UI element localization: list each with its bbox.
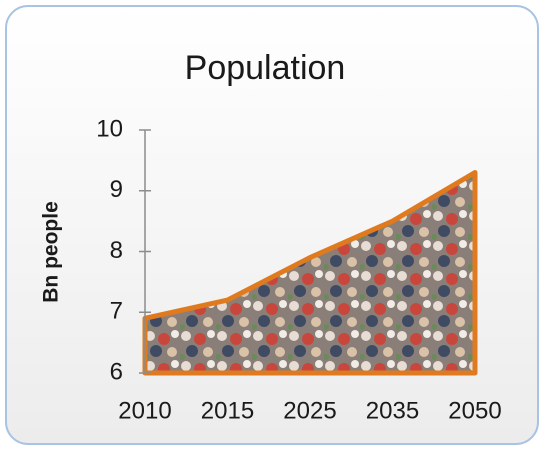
x-tick-label: 2010 <box>118 397 171 424</box>
y-axis-label: Bn people <box>40 201 63 303</box>
x-tick-label: 2015 <box>201 397 254 424</box>
y-tick-label: 9 <box>110 176 123 203</box>
chart-title: Population <box>185 49 346 87</box>
y-tick-label: 10 <box>96 115 123 142</box>
y-tick-label: 6 <box>110 358 123 385</box>
y-tick-label: 7 <box>110 298 123 325</box>
x-tick-label: 2050 <box>448 397 501 424</box>
y-tick-label: 8 <box>110 237 123 264</box>
x-tick-label: 2025 <box>283 397 336 424</box>
x-tick-label: 2035 <box>366 397 419 424</box>
area <box>142 170 478 376</box>
